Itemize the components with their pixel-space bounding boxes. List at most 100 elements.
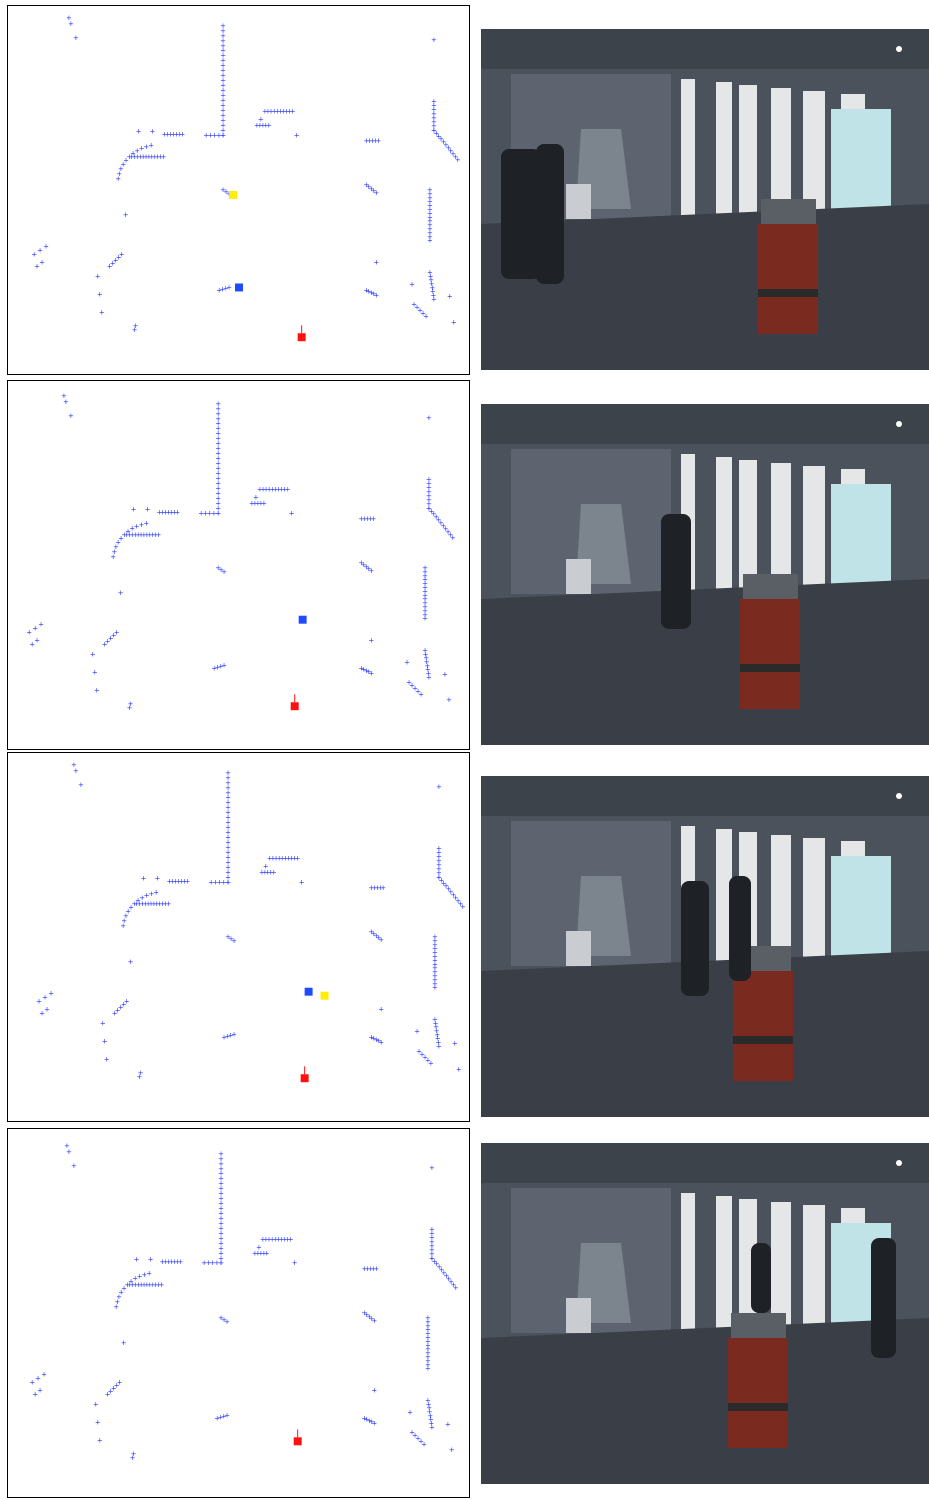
laser-point: + xyxy=(433,513,439,521)
laser-point: + xyxy=(150,1281,156,1289)
laser-point: + xyxy=(218,1249,224,1257)
person-silhouette xyxy=(661,514,691,629)
laser-point: + xyxy=(105,638,111,646)
laser-point: + xyxy=(147,1281,153,1289)
laser-point: + xyxy=(118,1004,124,1012)
laser-point: + xyxy=(211,664,217,672)
laser-point: + xyxy=(215,460,221,468)
laser-point: + xyxy=(64,1142,70,1150)
laser-point: + xyxy=(371,1419,377,1427)
laser-point: + xyxy=(201,1259,207,1267)
laser-point: + xyxy=(218,1155,224,1163)
laser-point: + xyxy=(172,877,178,885)
laser-point: + xyxy=(436,861,442,869)
laser-point: + xyxy=(431,36,437,44)
laser-point: + xyxy=(218,1219,224,1227)
laser-point: + xyxy=(26,629,32,637)
laser-point: + xyxy=(432,945,438,953)
laser-point: + xyxy=(420,309,426,317)
laser-point: + xyxy=(369,1418,375,1426)
laser-point: + xyxy=(448,531,454,539)
laser-point: + xyxy=(267,854,273,862)
laser-point: + xyxy=(161,130,167,138)
laser-point: + xyxy=(427,186,433,194)
laser-point: + xyxy=(432,941,438,949)
laser-point: + xyxy=(141,531,147,539)
laser-point: + xyxy=(44,1006,50,1014)
laser-point: + xyxy=(450,891,456,899)
laser-point: + xyxy=(208,878,214,886)
laser-point: + xyxy=(218,566,224,574)
laser-point: + xyxy=(373,291,379,299)
laser-point: + xyxy=(147,531,153,539)
laser-point: + xyxy=(228,1031,234,1039)
ceiling-light xyxy=(896,46,902,52)
laser-point: + xyxy=(225,853,231,861)
laser-point: + xyxy=(425,1365,431,1373)
laser-point: + xyxy=(378,936,384,944)
laser-point: + xyxy=(134,147,140,155)
laser-point: + xyxy=(135,1281,141,1289)
laser-point: + xyxy=(220,111,226,119)
laser-point: + xyxy=(431,295,437,303)
laser-point: + xyxy=(409,681,415,689)
laser-point: + xyxy=(378,1006,384,1014)
laser-point: + xyxy=(112,1010,118,1018)
laser-point: + xyxy=(178,877,184,885)
laser-point: + xyxy=(150,531,156,539)
laser-point: + xyxy=(135,897,141,905)
laser-point: + xyxy=(260,121,266,129)
laser-point: + xyxy=(433,1019,439,1027)
laser-point: + xyxy=(220,87,226,95)
laser-point: + xyxy=(220,92,226,100)
laser-point: + xyxy=(100,1020,106,1028)
laser-point: + xyxy=(212,131,218,139)
laser-point: + xyxy=(220,42,226,50)
laser-point: + xyxy=(97,290,103,298)
laser-point: + xyxy=(425,1314,431,1322)
laser-point: + xyxy=(255,1249,261,1257)
laser-point: + xyxy=(423,654,429,662)
laser-point: + xyxy=(215,663,221,671)
camera-photo-3 xyxy=(481,776,929,1117)
laser-point: + xyxy=(179,130,185,138)
laser-point: + xyxy=(371,290,377,298)
laser-point: + xyxy=(423,650,429,658)
laser-point: + xyxy=(148,1255,154,1263)
laser-point: + xyxy=(205,1259,211,1267)
laser-point: + xyxy=(265,868,271,876)
laser-point: + xyxy=(97,1436,103,1444)
column xyxy=(803,466,825,600)
laser-scan-map-4: + + + + + + + + + + + + + + + + + + + + + + + + + + + + + + + + + + + + + + + +… xyxy=(7,1128,470,1498)
laser-point: + xyxy=(426,504,432,512)
laser-point: + xyxy=(262,107,268,115)
laser-point: + xyxy=(216,286,222,294)
laser-point: + xyxy=(407,1408,413,1416)
ceiling xyxy=(481,776,929,816)
laser-point: + xyxy=(150,127,156,135)
laser-point: + xyxy=(429,1242,435,1250)
tracked-person-marker xyxy=(304,987,313,996)
frame-row-1: + + + + + + + + + + + + + + + + + + + + + + + + + + + + + + + + + + + + + + + +… xyxy=(0,5,929,377)
laser-point: + xyxy=(159,1281,165,1289)
laser-point: + xyxy=(427,217,433,225)
laser-point: + xyxy=(436,849,442,857)
column xyxy=(803,1205,825,1339)
laser-point: + xyxy=(369,137,375,145)
laser-point: + xyxy=(426,504,432,512)
laser-point: + xyxy=(32,625,38,633)
laser-point: + xyxy=(225,858,231,866)
laser-point: + xyxy=(426,488,432,496)
laser-point: + xyxy=(426,496,432,504)
laser-point: + xyxy=(425,1333,431,1341)
laser-point: + xyxy=(429,1250,435,1258)
laser-points: ++++++++++++++++++++++++++++++++++++++++… xyxy=(36,761,466,1081)
laser-point: + xyxy=(225,868,231,876)
laser-point: + xyxy=(422,583,428,591)
laser-point: + xyxy=(422,607,428,615)
laser-point: + xyxy=(94,686,100,694)
laser-point: + xyxy=(427,229,433,237)
laser-point: + xyxy=(425,1397,431,1405)
laser-point: + xyxy=(445,144,451,152)
laser-point: + xyxy=(220,67,226,75)
